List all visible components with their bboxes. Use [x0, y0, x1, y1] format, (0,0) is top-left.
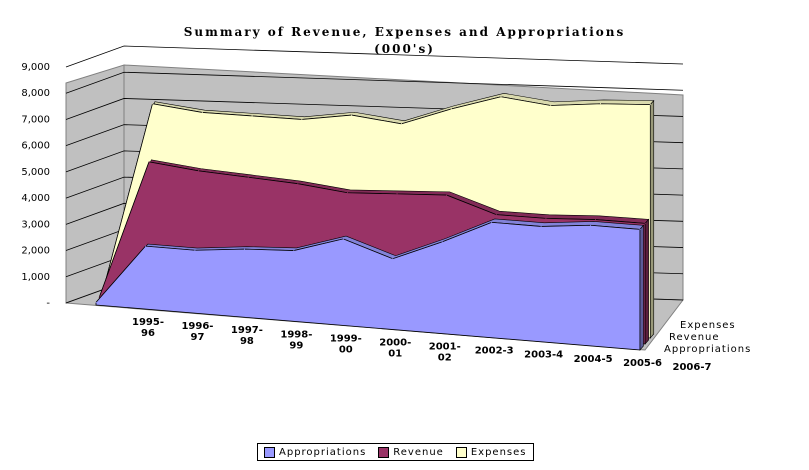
point-appropriations-11: [639, 228, 641, 230]
point-revenue-3: [247, 176, 249, 178]
point-expenses-1: [152, 103, 154, 105]
y-tick-label: 4,000: [21, 193, 50, 204]
chart-title: Summary of Revenue, Expenses and Appropr…: [183, 25, 626, 39]
legend-swatch-revenue: [378, 446, 390, 458]
series-expenses-side: [650, 99, 655, 339]
point-expenses-11: [649, 104, 651, 106]
gridline: [65, 45, 684, 68]
point-revenue-5: [346, 192, 348, 194]
y-tick-label: 5,000: [21, 167, 50, 178]
y-tick-label: 1,000: [21, 272, 50, 283]
x-tick-label: 2000-01: [379, 337, 411, 359]
point-expenses-4: [301, 118, 303, 120]
point-appropriations-6: [392, 258, 394, 260]
x-tick-label: 1995-96: [132, 317, 164, 339]
legend-label-appropriations: Appropriations: [279, 446, 367, 458]
point-expenses-3: [251, 115, 253, 117]
y-tick-label: 9,000: [21, 62, 50, 73]
depth-label-revenue: Revenue: [669, 332, 720, 343]
x-tick-label: 1998-99: [280, 329, 312, 351]
y-tick-label: 6,000: [21, 141, 50, 152]
y-tick-label: 7,000: [21, 114, 50, 125]
gridline: [65, 71, 684, 94]
point-revenue-9: [545, 217, 547, 219]
x-tick-label: 2003-4: [524, 350, 563, 361]
y-tick-label: 8,000: [21, 88, 50, 99]
legend-item-appropriations: Appropriations: [264, 446, 367, 458]
y-tick-label: 2,000: [21, 246, 50, 257]
point-expenses-10: [600, 103, 602, 105]
point-expenses-5: [351, 114, 353, 116]
point-appropriations-2: [194, 249, 196, 251]
point-expenses-9: [550, 104, 552, 106]
point-appropriations-1: [144, 245, 146, 247]
point-revenue-4: [297, 183, 299, 185]
x-tick-label: 2005-6: [623, 358, 662, 369]
legend-label-revenue: Revenue: [393, 446, 444, 458]
point-appropriations-9: [540, 225, 542, 227]
x-tick-label: 1999-00: [330, 333, 362, 355]
point-revenue-2: [198, 170, 200, 172]
x-tick-label: 2002-3: [475, 346, 514, 357]
point-appropriations-0: [95, 301, 97, 303]
y-axis-ticks: - 1,000 2,000 3,000 4,000 5,000 6,000 7,000 8,00…: [21, 62, 50, 309]
point-appropriations-8: [491, 221, 493, 223]
x-tick-label: 2006-7: [673, 362, 712, 373]
point-expenses-2: [201, 111, 203, 113]
legend-label-expenses: Expenses: [470, 446, 527, 458]
legend-swatch-expenses: [455, 446, 467, 458]
legend-swatch-appropriations: [264, 446, 275, 458]
point-expenses-8: [500, 96, 502, 98]
y-tick-label: 3,000: [21, 219, 50, 230]
point-expenses-7: [450, 108, 452, 110]
series-appropriations-side: [639, 224, 644, 351]
point-appropriations-10: [590, 224, 592, 226]
point-revenue-6: [396, 193, 398, 195]
series-layer: [95, 93, 655, 351]
y-tick-label: -: [46, 298, 50, 309]
chart-subtitle: (000's): [374, 42, 435, 56]
legend: Appropriations Revenue Expenses: [257, 443, 534, 461]
x-axis-ticks: 1995-96 1996-97 1997-98 1998-99 1999-00 2000-…: [132, 317, 711, 373]
depth-label-appropriations: Appropriations: [664, 344, 751, 355]
x-tick-label: 1996-97: [181, 321, 213, 343]
point-expenses-6: [400, 123, 402, 125]
point-revenue-7: [446, 194, 448, 196]
depth-label-expenses: Expenses: [680, 320, 736, 331]
point-appropriations-4: [293, 250, 295, 252]
point-revenue-10: [595, 219, 597, 221]
point-appropriations-7: [441, 241, 443, 243]
point-appropriations-5: [342, 238, 344, 240]
legend-item-revenue: Revenue: [378, 446, 444, 458]
point-revenue-0: [98, 296, 100, 298]
x-tick-label: 2001-02: [429, 342, 461, 364]
point-revenue-8: [495, 214, 497, 216]
point-revenue-1: [148, 161, 150, 163]
series-revenue-side: [644, 218, 649, 345]
point-appropriations-3: [243, 248, 245, 250]
x-tick-label: 1997-98: [231, 325, 263, 347]
legend-item-expenses: Expenses: [455, 446, 527, 458]
point-revenue-11: [644, 222, 646, 224]
x-tick-label: 2004-5: [574, 354, 613, 365]
